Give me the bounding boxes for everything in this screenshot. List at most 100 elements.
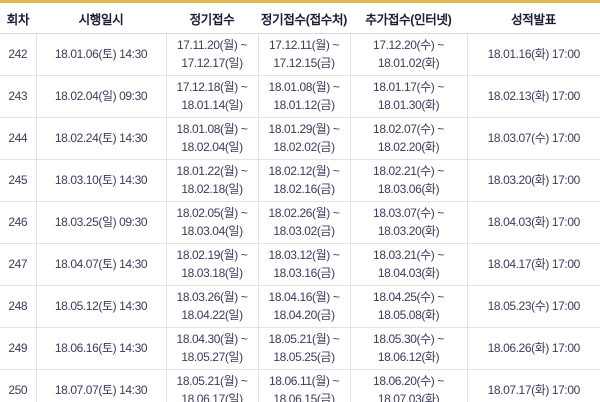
- cell-extra-registration-online-start: 18.03.07(수) ~: [373, 206, 444, 221]
- cell-regular-registration-desk-end: 17.12.15(금): [273, 55, 335, 70]
- cell-regular-registration-end: 18.06.17(일): [181, 391, 243, 402]
- cell-extra-registration-online-start: 17.12.20(수) ~: [373, 38, 444, 53]
- table-row: 243 18.02.04(일) 09:30 17.12.18(월) ~ 18.01.1…: [0, 75, 600, 118]
- cell-exam-datetime: 18.03.25(일) 09:30: [36, 201, 167, 244]
- cell-regular-registration-desk-start: 18.06.11(월) ~: [269, 374, 339, 389]
- cell-result-announcement: 18.04.17(화) 17:00: [467, 243, 600, 286]
- cell-regular-registration-end: 18.04.22(일): [181, 307, 243, 322]
- cell-result-announcement: 18.06.26(화) 17:00: [467, 327, 600, 370]
- cell-regular-registration: 18.03.26(월) ~ 18.04.22(일): [166, 285, 259, 328]
- column-header-round: 회차: [0, 3, 36, 34]
- table-row: 248 18.05.12(토) 14:30 18.03.26(월) ~ 18.04.2…: [0, 285, 600, 328]
- cell-round: 250: [0, 369, 37, 402]
- cell-regular-registration-start: 18.05.21(월) ~: [176, 374, 248, 389]
- cell-regular-registration: 18.01.08(월) ~ 18.02.04(일): [166, 117, 259, 160]
- cell-regular-registration-desk: 18.04.16(월) ~ 18.04.20(금): [258, 285, 351, 328]
- cell-extra-registration-online: 18.02.21(수) ~ 18.03.06(화): [350, 159, 468, 202]
- cell-regular-registration-desk-end: 18.03.16(금): [273, 265, 335, 280]
- cell-extra-registration-online: 18.04.25(수) ~ 18.05.08(화): [350, 285, 468, 328]
- cell-regular-registration-desk-start: 18.05.21(월) ~: [268, 332, 340, 347]
- cell-exam-datetime: 18.03.10(토) 14:30: [36, 159, 167, 202]
- column-header-regdesk: 정기접수(접수처): [258, 3, 350, 34]
- cell-regular-registration-desk: 18.01.29(월) ~ 18.02.02(금): [258, 117, 351, 160]
- table-row: 244 18.02.24(토) 14:30 18.01.08(월) ~ 18.02.0…: [0, 117, 600, 160]
- cell-extra-registration-online-start: 18.04.25(수) ~: [373, 290, 444, 305]
- cell-extra-registration-online-start: 18.03.21(수) ~: [373, 248, 444, 263]
- table-row: 250 18.07.07(토) 14:30 18.05.21(월) ~ 18.06.1…: [0, 369, 600, 402]
- cell-exam-datetime: 18.05.12(토) 14:30: [36, 285, 167, 328]
- cell-round: 249: [0, 327, 37, 370]
- cell-result-announcement: 18.01.16(화) 17:00: [467, 33, 600, 76]
- table-row: 245 18.03.10(토) 14:30 18.01.22(월) ~ 18.02.1…: [0, 159, 600, 202]
- cell-extra-registration-online-end: 18.02.20(화): [377, 139, 440, 154]
- cell-regular-registration-start: 18.04.30(월) ~: [176, 332, 248, 347]
- cell-regular-registration-end: 18.02.18(일): [181, 181, 243, 196]
- cell-result-announcement: 18.07.17(화) 17:00: [467, 369, 600, 402]
- cell-result-announcement: 18.05.23(수) 17:00: [467, 285, 600, 328]
- cell-round: 248: [0, 285, 37, 328]
- cell-regular-registration-desk: 18.02.12(월) ~ 18.02.16(금): [258, 159, 351, 202]
- cell-regular-registration-desk: 17.12.11(월) ~ 17.12.15(금): [258, 33, 351, 76]
- cell-regular-registration-desk-end: 18.04.20(금): [273, 307, 335, 322]
- cell-regular-registration-start: 17.11.20(월) ~: [177, 38, 247, 53]
- table-header-row: 회차 시행일시 정기접수 정기접수(접수처) 추가접수(인터넷) 성적발표: [0, 3, 600, 34]
- cell-extra-registration-online-end: 18.01.02(화): [377, 55, 440, 70]
- cell-regular-registration-end: 18.03.04(일): [181, 223, 243, 238]
- cell-regular-registration-desk-end: 18.05.25(금): [273, 349, 335, 364]
- cell-regular-registration-start: 18.03.26(월) ~: [176, 290, 248, 305]
- column-header-extra: 추가접수(인터넷): [350, 3, 467, 34]
- cell-extra-registration-online-end: 18.04.03(화): [377, 265, 440, 280]
- cell-regular-registration: 18.02.05(월) ~ 18.03.04(일): [166, 201, 259, 244]
- table-header: 회차 시행일시 정기접수 정기접수(접수처) 추가접수(인터넷) 성적발표: [0, 3, 600, 34]
- cell-extra-registration-online: 18.03.21(수) ~ 18.04.03(화): [350, 243, 468, 286]
- cell-exam-datetime: 18.02.04(일) 09:30: [36, 75, 167, 118]
- cell-regular-registration-end: 18.01.14(일): [181, 97, 243, 112]
- cell-regular-registration-desk-start: 18.03.12(월) ~: [268, 248, 340, 263]
- table-row: 242 18.01.06(토) 14:30 17.11.20(월) ~ 17.12.1…: [0, 33, 600, 76]
- cell-result-announcement: 18.02.13(화) 17:00: [467, 75, 600, 118]
- cell-result-announcement: 18.04.03(화) 17:00: [467, 201, 600, 244]
- cell-regular-registration-desk: 18.03.12(월) ~ 18.03.16(금): [258, 243, 351, 286]
- cell-exam-datetime: 18.07.07(토) 14:30: [36, 369, 167, 402]
- cell-round: 242: [0, 33, 37, 76]
- cell-regular-registration: 18.01.22(월) ~ 18.02.18(일): [166, 159, 259, 202]
- cell-regular-registration: 18.05.21(월) ~ 18.06.17(일): [166, 369, 259, 402]
- table-row: 246 18.03.25(일) 09:30 18.02.05(월) ~ 18.03.0…: [0, 201, 600, 244]
- cell-regular-registration-start: 18.01.22(월) ~: [176, 164, 248, 179]
- cell-regular-registration-desk-start: 18.02.26(월) ~: [268, 206, 340, 221]
- cell-regular-registration-desk: 18.02.26(월) ~ 18.03.02(금): [258, 201, 351, 244]
- cell-regular-registration: 18.04.30(월) ~ 18.05.27(일): [166, 327, 259, 370]
- cell-round: 247: [0, 243, 37, 286]
- cell-regular-registration-end: 18.02.04(일): [181, 139, 243, 154]
- cell-regular-registration-desk-start: 18.01.29(월) ~: [268, 122, 340, 137]
- cell-regular-registration-end: 18.05.27(일): [181, 349, 243, 364]
- table-body: 242 18.01.06(토) 14:30 17.11.20(월) ~ 17.12.1…: [0, 33, 600, 402]
- cell-regular-registration-end: 18.03.18(일): [181, 265, 243, 280]
- cell-regular-registration-desk-start: 18.02.12(월) ~: [268, 164, 340, 179]
- table-row: 249 18.06.16(토) 14:30 18.04.30(월) ~ 18.05.2…: [0, 327, 600, 370]
- cell-regular-registration-desk-start: 17.12.11(월) ~: [269, 38, 339, 53]
- cell-regular-registration-desk-end: 18.03.02(금): [273, 223, 335, 238]
- cell-regular-registration-desk-end: 18.02.16(금): [273, 181, 335, 196]
- cell-extra-registration-online-start: 18.05.30(수) ~: [373, 332, 444, 347]
- cell-regular-registration: 17.11.20(월) ~ 17.12.17(일): [166, 33, 259, 76]
- cell-extra-registration-online-end: 18.06.12(화): [377, 349, 440, 364]
- cell-regular-registration-desk: 18.06.11(월) ~ 18.06.15(금): [258, 369, 351, 402]
- cell-regular-registration: 17.12.18(월) ~ 18.01.14(일): [166, 75, 259, 118]
- cell-exam-datetime: 18.06.16(토) 14:30: [36, 327, 167, 370]
- cell-regular-registration-desk-end: 18.06.15(금): [273, 391, 335, 402]
- cell-regular-registration-desk-end: 18.01.12(금): [273, 97, 335, 112]
- cell-extra-registration-online-end: 18.01.30(화): [377, 97, 440, 112]
- cell-regular-registration-desk: 18.01.08(월) ~ 18.01.12(금): [258, 75, 351, 118]
- cell-result-announcement: 18.03.07(수) 17:00: [467, 117, 600, 160]
- cell-regular-registration-start: 18.02.05(월) ~: [176, 206, 248, 221]
- cell-result-announcement: 18.03.20(화) 17:00: [467, 159, 600, 202]
- cell-regular-registration-desk: 18.05.21(월) ~ 18.05.25(금): [258, 327, 351, 370]
- cell-exam-datetime: 18.04.07(토) 14:30: [36, 243, 167, 286]
- cell-extra-registration-online: 18.05.30(수) ~ 18.06.12(화): [350, 327, 468, 370]
- cell-round: 244: [0, 117, 37, 160]
- exam-schedule-table: 회차 시행일시 정기접수 정기접수(접수처) 추가접수(인터넷) 성적발표 24…: [0, 3, 600, 402]
- cell-regular-registration: 18.02.19(월) ~ 18.03.18(일): [166, 243, 259, 286]
- cell-regular-registration-desk-end: 18.02.02(금): [273, 139, 335, 154]
